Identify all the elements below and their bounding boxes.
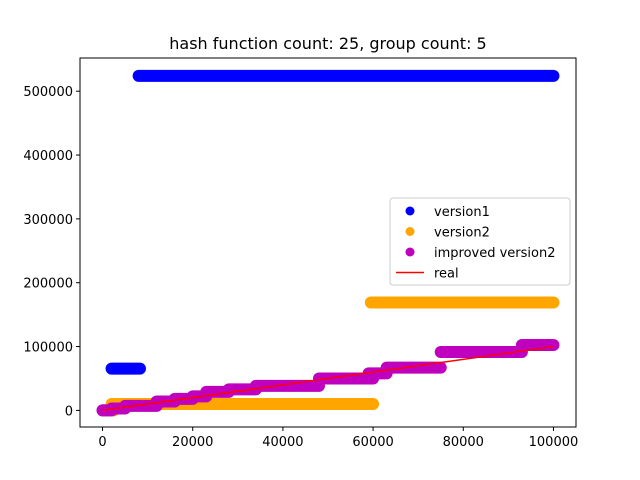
y-axis: 0 100000 200000 300000 400000 500000: [23, 85, 80, 419]
x-tick-label: 100000: [529, 435, 579, 450]
x-tick-label: 0: [98, 435, 106, 450]
x-tick-label: 20000: [172, 435, 213, 450]
y-tick-label: 400000: [23, 149, 73, 164]
legend-handle-version2: [405, 227, 415, 236]
y-tick-label: 100000: [23, 341, 73, 356]
x-axis: 0 20000 40000 60000 80000 100000: [98, 427, 578, 450]
point-run-improved-version2-9: [312, 372, 380, 385]
point-run-improved-version2-12: [434, 345, 528, 358]
y-tick-label: 500000: [23, 85, 73, 100]
x-tick-label: 80000: [443, 435, 484, 450]
y-tick-label: 0: [65, 404, 73, 419]
point-run-version1-2: [132, 69, 560, 82]
x-tick-label: 60000: [352, 435, 393, 450]
x-tick-label: 40000: [262, 435, 303, 450]
series-real: [102, 345, 554, 412]
line-real: [102, 345, 554, 412]
legend-box: [389, 197, 571, 286]
chart-title: hash function count: 25, group count: 5: [169, 34, 486, 53]
data-marks: [96, 69, 560, 417]
y-tick-label: 300000: [23, 213, 73, 228]
legend-label-improved-version2: improved version2: [434, 246, 556, 261]
axes-frame: [79, 57, 577, 428]
y-tick-label: 200000: [23, 277, 73, 292]
legend-handle-version1: [405, 206, 415, 216]
point-run-improved-version2-8: [249, 379, 325, 392]
legend: version1 version2 improved version2 real: [389, 197, 571, 286]
legend-label-version1: version1: [434, 205, 490, 220]
legend-handle-improved-version2: [405, 247, 415, 257]
point-run-version1-1: [105, 362, 146, 375]
legend-label-version2: version2: [434, 226, 490, 241]
legend-label-real: real: [434, 267, 459, 282]
point-run-version2-2: [364, 296, 560, 309]
